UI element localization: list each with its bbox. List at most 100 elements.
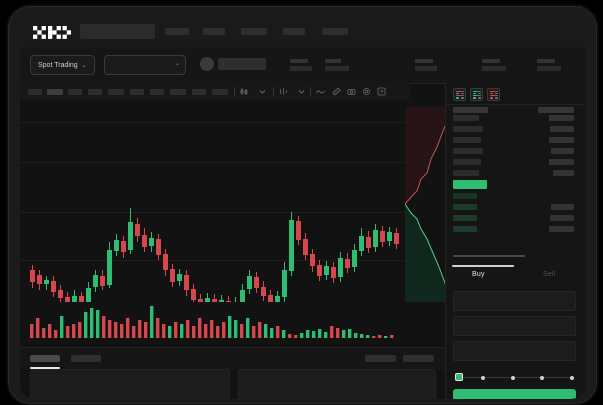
- toolbar-chip-4[interactable]: [108, 89, 124, 95]
- bottom-tab-1[interactable]: [71, 355, 101, 362]
- bottom-tab-0[interactable]: [30, 355, 60, 362]
- settings-icon[interactable]: [362, 87, 371, 96]
- pair-select[interactable]: ⌄: [104, 55, 186, 75]
- depth-asks-icon[interactable]: [487, 88, 500, 101]
- order-panel: Buy Sell: [445, 83, 585, 399]
- bar: [461, 97, 464, 99]
- bar: [455, 95, 461, 97]
- bottom-tab-underline: [30, 367, 60, 369]
- chevron-down-icon[interactable]: [258, 87, 267, 96]
- gridline-3: [20, 260, 410, 261]
- amount-slider[interactable]: [455, 373, 574, 382]
- chevron-down-icon: ⌄: [174, 61, 180, 67]
- bottom-panel-1: [238, 369, 436, 399]
- toolbar-chip-5[interactable]: [130, 89, 144, 95]
- order-form-field-0[interactable]: [453, 291, 576, 311]
- bottom-tab-bar: [20, 347, 445, 370]
- bar: [489, 92, 493, 94]
- slider-track: [458, 377, 571, 378]
- indicator-icon[interactable]: [279, 87, 288, 96]
- slider-dot-4[interactable]: [570, 375, 574, 380]
- orderbook-row-amount-5: [553, 170, 574, 176]
- nav-item-2[interactable]: [241, 28, 267, 35]
- search-input[interactable]: [80, 24, 155, 39]
- ruler-icon[interactable]: [332, 87, 341, 96]
- toolbar-chip-8[interactable]: [192, 89, 206, 95]
- orderbook-header-price: [453, 107, 488, 113]
- bar: [478, 97, 481, 99]
- orderbook-row-price-10[interactable]: [453, 226, 477, 232]
- orderbook-header: [446, 83, 585, 105]
- orderbook-row-amount-4: [549, 159, 574, 165]
- slider-dot-2[interactable]: [510, 375, 515, 380]
- toolbar-chip-1[interactable]: [47, 89, 63, 95]
- toolbar-chip-2[interactable]: [68, 89, 82, 95]
- depth-both-icon[interactable]: [453, 88, 466, 101]
- orderbook-row-amount-10: [549, 226, 574, 232]
- volume-chart: [20, 302, 410, 347]
- nav-item-0[interactable]: [165, 28, 189, 35]
- orderbook-row-price-7[interactable]: [453, 193, 477, 199]
- nav-item-4[interactable]: [322, 28, 348, 35]
- bar: [495, 90, 498, 92]
- bar: [472, 95, 478, 97]
- orderbook-row-price-4[interactable]: [453, 159, 481, 165]
- stat-label: [325, 59, 341, 63]
- tab-sell[interactable]: Sell: [543, 271, 556, 278]
- slider-dot-1[interactable]: [480, 375, 485, 380]
- toolbar-divider-1: [273, 87, 274, 96]
- bar: [495, 97, 498, 99]
- bottom-tab-right-1[interactable]: [403, 355, 434, 362]
- orderbook-row-price-0[interactable]: [453, 115, 479, 121]
- toolbar-chip-3[interactable]: [88, 89, 102, 95]
- active-tab-indicator: [452, 265, 514, 267]
- candle-type-icon[interactable]: [240, 87, 249, 96]
- bar: [472, 90, 478, 92]
- trading-mode-dropdown[interactable]: Spot Trading ⌄: [30, 55, 95, 75]
- order-form-field-2[interactable]: [453, 341, 576, 361]
- toolbar-chip-9[interactable]: [212, 89, 228, 95]
- camera-icon[interactable]: [347, 87, 356, 96]
- slider-handle[interactable]: [455, 373, 463, 381]
- orderbook-row-price-3[interactable]: [453, 148, 483, 154]
- toolbar-chip-7[interactable]: [170, 89, 186, 95]
- orderbook-row-amount-3: [551, 148, 574, 154]
- nav-item-1[interactable]: [203, 28, 225, 35]
- orderbook-row-price-2[interactable]: [453, 137, 481, 143]
- bar: [489, 90, 495, 92]
- okx-logo-icon[interactable]: [33, 26, 71, 39]
- orderbook-row-price-9[interactable]: [453, 215, 477, 221]
- order-form-field-1[interactable]: [453, 316, 576, 336]
- wave-line-icon[interactable]: [316, 87, 325, 96]
- submit-buy-button[interactable]: [453, 389, 576, 399]
- orderbook-row-price-1[interactable]: [453, 126, 483, 132]
- orderbook-header-amount: [538, 107, 574, 113]
- stat-value: [415, 66, 437, 71]
- fullscreen-icon[interactable]: [377, 87, 386, 96]
- chevron-down-icon[interactable]: [297, 87, 306, 96]
- orderbook-row-price-8[interactable]: [453, 204, 477, 210]
- gridline-2: [20, 212, 410, 213]
- orderbook-row-amount-0: [549, 115, 574, 121]
- slider-dot-3[interactable]: [540, 375, 545, 380]
- pair-name-placeholder[interactable]: [218, 58, 266, 70]
- nav-item-3[interactable]: [283, 28, 305, 35]
- toolbar-divider-2: [310, 87, 311, 96]
- orderbook-row-price-5[interactable]: [453, 170, 479, 176]
- bar: [495, 95, 498, 97]
- toolbar-chip-6[interactable]: [150, 89, 164, 95]
- pair-avatar: [200, 57, 214, 71]
- gridline-0: [20, 122, 410, 123]
- stat-value: [482, 66, 506, 71]
- toolbar-chip-0[interactable]: [28, 89, 42, 95]
- orderbook-row-highlight[interactable]: [453, 180, 487, 189]
- stat-value: [290, 66, 312, 71]
- price-chart[interactable]: [20, 100, 410, 302]
- app-screen: Spot Trading ⌄ ⌄: [20, 17, 585, 399]
- market-stat-1: [325, 59, 349, 71]
- orderbook-row-amount-2: [549, 137, 574, 143]
- bottom-tab-right-0[interactable]: [365, 355, 396, 362]
- depth-bids-icon[interactable]: [470, 88, 483, 101]
- tab-buy[interactable]: Buy: [472, 271, 485, 278]
